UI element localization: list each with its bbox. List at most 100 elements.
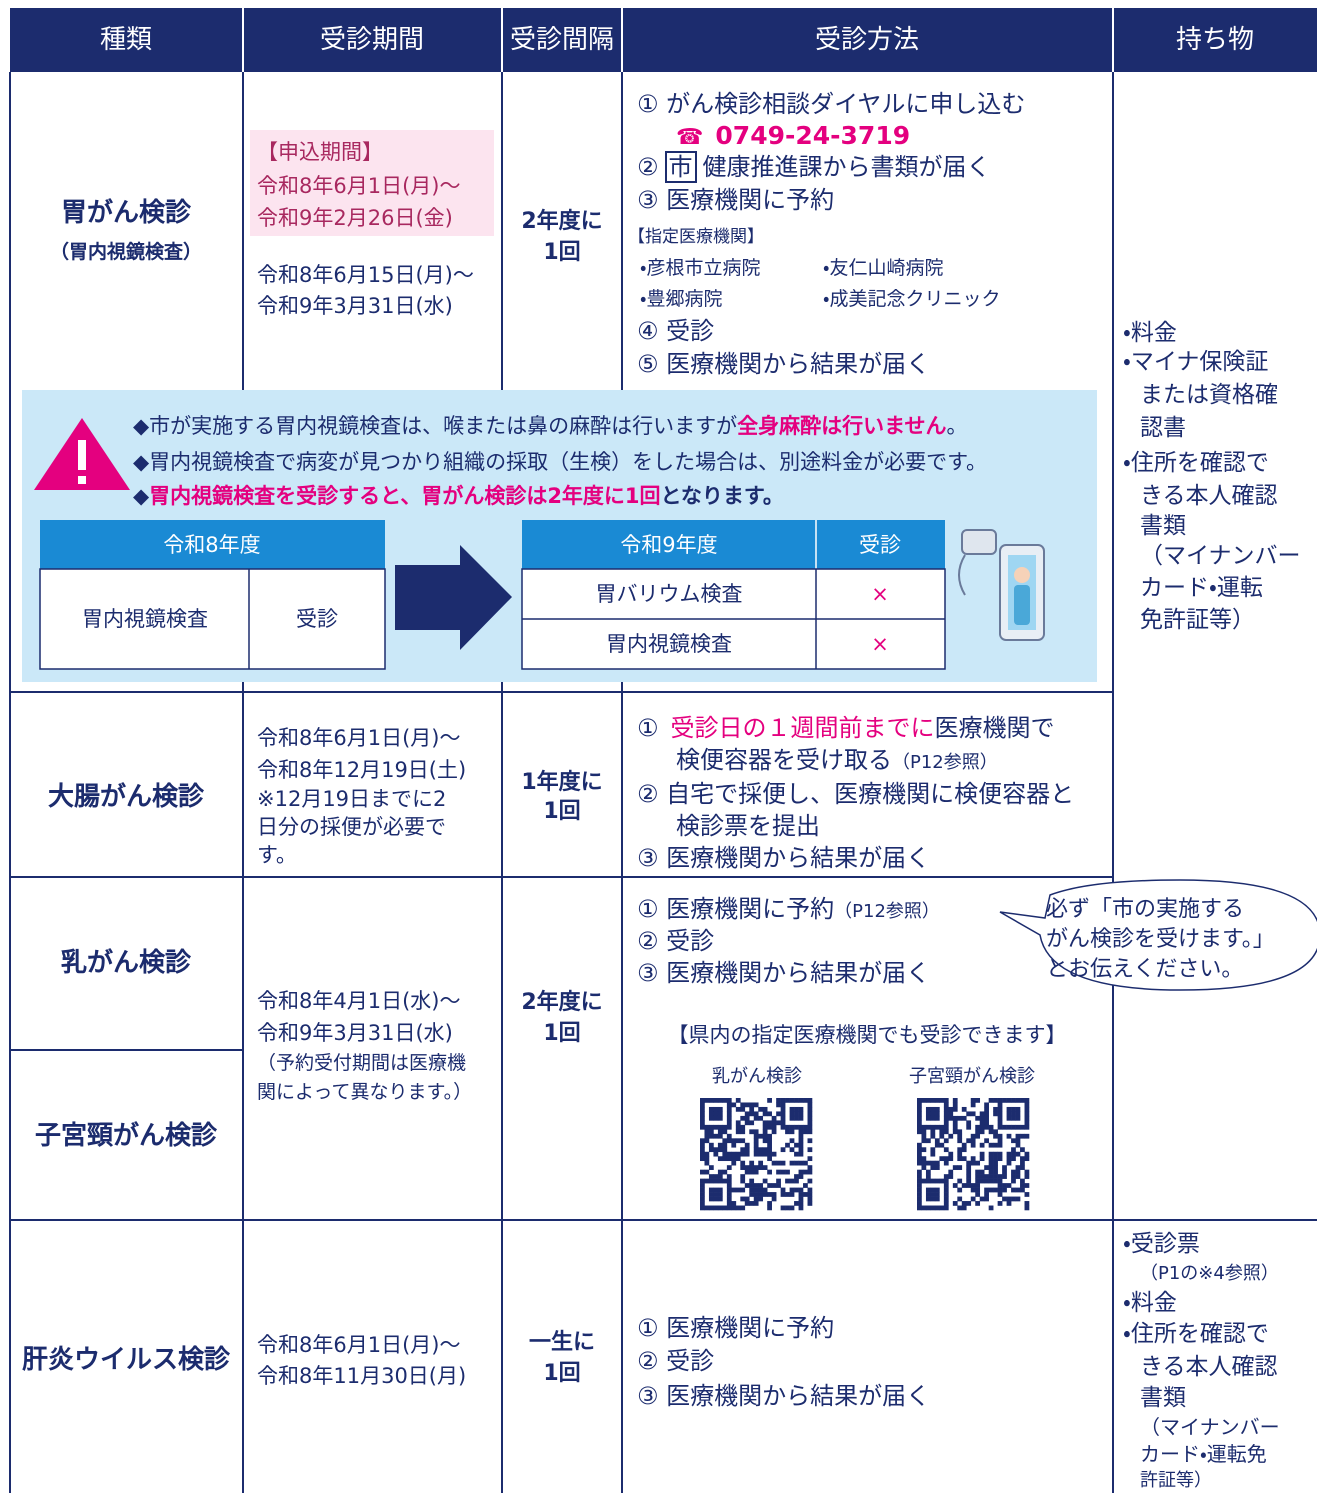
text-segment: ① 医療機関に予約 (637, 895, 835, 923)
header-dividers (242, 8, 1114, 72)
text-segment: ◆ (133, 483, 150, 508)
exam-type: 大腸がん検診 (47, 782, 205, 812)
text-segment: （P12参照） (892, 752, 998, 773)
text-segment: 受診日の１週間前までに (670, 714, 935, 742)
period: 令和9年3月31日(水) (257, 293, 453, 318)
interval: 2年度に (521, 209, 603, 234)
qr-label: 子宮頸がん検診 (909, 1066, 1035, 1087)
belonging-item: カード・運転免 (1140, 1442, 1267, 1466)
application-box (250, 130, 494, 236)
before-table (39, 520, 386, 670)
method-step: ③ 医療機関から結果が届く (637, 1382, 931, 1410)
method-step: ② 受診 (637, 1347, 715, 1375)
interval: 1回 (543, 240, 581, 265)
mini-table-cell: × (871, 581, 889, 606)
period: 日分の採便が必要で (257, 814, 446, 839)
facility: ・豊郷病院 (640, 287, 723, 310)
period: 令和8年6月1日(月)～ (257, 1332, 461, 1357)
mini-table-cell: 胃内視鏡検査 (82, 606, 208, 631)
method-step: ⑤ 医療機関から結果が届く (637, 350, 931, 378)
balloon-text: 必ず「市の実施する (1046, 897, 1245, 922)
mini-table-cell: 受診 (296, 606, 338, 631)
belonging-item: ・住所を確認で (1123, 449, 1269, 476)
method-step: ② 自宅で採便し、医療機関に検便容器と (637, 780, 1075, 808)
exam-type: 肝炎ウイルス検診 (21, 1345, 231, 1375)
method-step: ③ 医療機関から結果が届く (637, 844, 931, 872)
notice-line: ◆胃内視鏡検査を受診すると、胃がん検診は2年度に1回となります。 (133, 483, 784, 508)
method-step: ① 医療機関に予約 (637, 1314, 835, 1342)
method-step: ① 医療機関に予約（P12参照） (637, 897, 940, 921)
qr-label: 乳がん検診 (712, 1066, 802, 1087)
method-step: 検便容器を受け取る（P12参照） (676, 748, 998, 772)
text-segment: 0749-24-3719 (715, 120, 911, 150)
interval: 一生に (528, 1330, 596, 1355)
belonging-item: （マイナンバー (1140, 1415, 1280, 1439)
qr-code (917, 1098, 1030, 1211)
endoscope-illustration (958, 529, 1045, 641)
text-segment: （P12参照） (834, 901, 940, 922)
interval: 1年度に (521, 770, 603, 795)
prefecture-note: 【県内の指定医療機関でも受診できます】 (667, 1022, 1067, 1047)
belonging-item: （P1の※4参照） (1140, 1263, 1279, 1284)
method-step: ④ 受診 (637, 317, 715, 345)
belonging-item: 書類 (1140, 1384, 1186, 1411)
text-segment: ☎ (676, 124, 704, 150)
header-cell: 持ち物 (1175, 25, 1255, 55)
mini-table-header: 令和9年度 (620, 532, 718, 557)
period: 令和8年6月1日(月)～ (257, 725, 461, 750)
arrow (395, 545, 512, 650)
text-segment: ② (637, 153, 659, 181)
header-cell: 種類 (99, 25, 153, 55)
method-step: ① 受診日の１週間前までに医療機関で (637, 716, 1055, 740)
text-segment: 全身麻酔は行いません (737, 413, 947, 438)
belonging-item: 認書 (1140, 414, 1186, 441)
header-cell: 受診期間 (319, 25, 425, 55)
text-segment: ◆市が実施する胃内視鏡検査は、喉または鼻の麻酔は行いますが (133, 413, 738, 438)
belonging-item: ・料金 (1123, 319, 1177, 346)
mini-table-cell: × (871, 631, 889, 656)
belonging-item: 免許証等） (1140, 606, 1255, 633)
balloon-text: とお伝えください。 (1046, 957, 1244, 982)
text-segment: 健康推進課から書類が届く (702, 153, 991, 181)
exam-type-note: （胃内視鏡検査） (49, 240, 203, 263)
belonging-item: カード・運転 (1140, 574, 1263, 601)
facility: ・成美記念クリニック (823, 287, 1001, 310)
mini-table-cell: 胃内視鏡検査 (606, 631, 732, 656)
mini-table-header: 受診 (859, 532, 901, 557)
period: す。 (257, 842, 297, 867)
belonging-item: または資格確 (1140, 381, 1278, 408)
facilities-title: 【指定医療機関】 (628, 226, 764, 247)
period-note: （予約受付期間は医療機 (257, 1051, 467, 1074)
method-step: 検診票を提出 (676, 812, 820, 840)
period: 令和8年12月19日(土) (257, 757, 467, 782)
notice-line: ◆市が実施する胃内視鏡検査は、喉または鼻の麻酔は行いますが全身麻酔は行いません。 (133, 413, 968, 438)
text-segment: 市 (664, 151, 697, 183)
text-segment: 検便容器を受け取る (676, 746, 892, 774)
speech-balloon (999, 879, 1317, 991)
method-step: ③ 医療機関に予約 (637, 186, 835, 214)
text-segment: 胃内視鏡検査を受診すると、胃がん検診は2年度に1回 (149, 483, 661, 508)
facility: ・友仁山崎病院 (823, 256, 944, 279)
method-step: ③ 医療機関から結果が届く (637, 959, 931, 987)
period: 令和9年2月26日(金) (257, 205, 453, 230)
header-cell: 受診間隔 (509, 25, 615, 55)
after-table (521, 520, 946, 670)
qr-code (700, 1098, 813, 1211)
text-segment: 医療機関で (934, 714, 1055, 742)
grid-lines (9, 72, 1317, 1493)
belonging-item: きる本人確認 (1140, 482, 1278, 509)
belonging-item: （マイナンバー (1140, 542, 1301, 569)
interval: 2年度に (521, 990, 603, 1015)
method-step: ① がん検診相談ダイヤルに申し込む (637, 90, 1026, 118)
exam-type: 胃がん検診 (60, 198, 192, 228)
phone: ☎ 0749-24-3719 (676, 123, 910, 149)
method-step: ② 受診 (637, 927, 715, 955)
period: ※12月19日までに2 (257, 786, 447, 811)
period: 令和8年11月30日(月) (257, 1363, 467, 1388)
period-label: 【申込期間】 (257, 139, 383, 164)
mini-table-cell: 胃バリウム検査 (595, 581, 743, 606)
belonging-item: ・料金 (1123, 1289, 1177, 1316)
interval: 1回 (543, 799, 581, 824)
